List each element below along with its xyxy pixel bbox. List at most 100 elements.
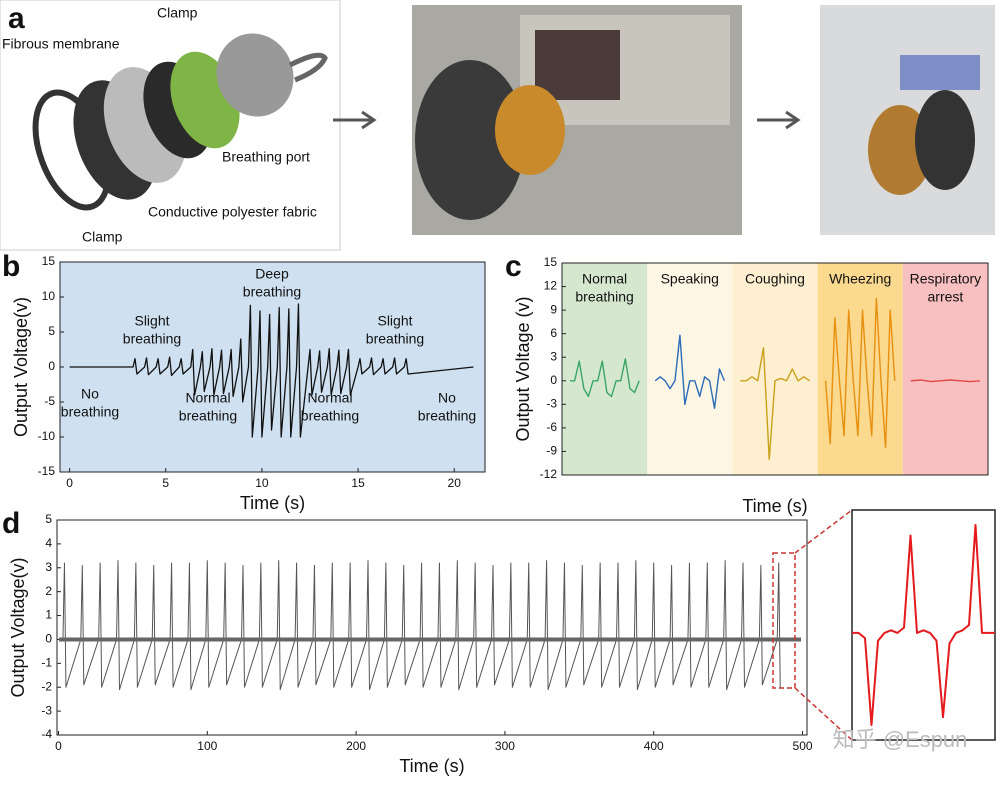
filter — [495, 85, 565, 175]
zoom-connector — [794, 509, 853, 554]
panel-label: a — [8, 2, 25, 35]
y-tick-label: 5 — [45, 512, 52, 526]
annotation: Normal — [185, 390, 230, 406]
plot-frame — [561, 262, 989, 476]
y-tick-label: 3 — [550, 349, 557, 363]
annotation: breathing — [123, 331, 181, 347]
panel-label: d — [2, 507, 20, 540]
annotation: Wheezing — [829, 271, 891, 287]
x-tick-label: 0 — [66, 476, 73, 490]
panel-label: c — [505, 250, 522, 283]
screen — [535, 30, 620, 100]
x-tick-label: 5 — [162, 476, 169, 490]
annotation: Respiratory — [910, 271, 982, 287]
x-tick-label: 200 — [346, 739, 366, 753]
y-tick-label: -15 — [38, 464, 56, 478]
mask — [915, 90, 975, 190]
y-tick-label: -3 — [546, 397, 557, 411]
y-tick-label: -10 — [38, 429, 56, 443]
plot-background — [57, 520, 807, 735]
segment-background — [647, 263, 733, 475]
y-tick-label: 10 — [42, 289, 56, 303]
annotation: breathing — [575, 289, 633, 305]
annotation: Slight — [377, 313, 412, 329]
panel-label: b — [2, 250, 20, 283]
y-tick-label: -3 — [41, 703, 52, 717]
y-tick-label: -1 — [41, 656, 52, 670]
arrow — [757, 110, 801, 130]
diagram-label: Fibrous membrane — [2, 36, 120, 52]
diagram-label: Breathing port — [222, 149, 310, 165]
diagram-label: Conductive polyester fabric — [148, 204, 317, 220]
privacy-mask — [900, 55, 980, 90]
signal-line — [910, 379, 981, 383]
signal-line — [852, 524, 995, 726]
y-tick-label: 0 — [45, 632, 52, 646]
signal-line — [570, 358, 640, 398]
y-tick-label: -6 — [546, 420, 557, 434]
y-axis-label: Output Voltage(v) — [8, 557, 28, 697]
x-tick-label: 400 — [644, 739, 664, 753]
x-tick-label: 0 — [55, 739, 62, 753]
x-tick-label: 20 — [448, 476, 462, 490]
annotation: No — [81, 386, 99, 402]
y-tick-label: 2 — [45, 584, 52, 598]
annotation: breathing — [301, 408, 359, 424]
watermark: 知乎 @Espun — [833, 727, 968, 752]
segment-background — [562, 263, 648, 475]
y-tick-label: 3 — [45, 560, 52, 574]
diagram-label: Clamp — [82, 229, 123, 245]
plot-frame — [59, 261, 486, 473]
annotation: Coughing — [745, 271, 805, 287]
x-axis-label: Time (s) — [240, 493, 305, 513]
y-tick-label: -4 — [41, 727, 52, 741]
y-tick-label: 9 — [550, 302, 557, 316]
annotation: breathing — [366, 331, 424, 347]
y-tick-label: -9 — [546, 444, 557, 458]
annotation: Slight — [134, 313, 169, 329]
x-tick-label: 15 — [351, 476, 365, 490]
y-tick-label: 6 — [550, 326, 557, 340]
arrow — [333, 110, 377, 130]
y-axis-label: Output Voltage (v) — [513, 296, 533, 441]
y-tick-label: 0 — [550, 373, 557, 387]
y-tick-label: 1 — [45, 608, 52, 622]
annotation: breathing — [179, 408, 237, 424]
signal-line — [654, 334, 726, 409]
signal-line — [740, 347, 810, 460]
diagram-label: Clamp — [157, 5, 198, 21]
mask-body — [216, 33, 294, 117]
annotation: arrest — [928, 289, 964, 305]
y-tick-label: -5 — [44, 394, 55, 408]
mask — [415, 60, 525, 220]
annotation: Deep — [255, 266, 289, 282]
zoom-box — [772, 552, 796, 689]
x-tick-label: 300 — [495, 739, 515, 753]
y-axis-label: Output Voltage(v) — [11, 297, 31, 437]
y-tick-label: -2 — [41, 679, 52, 693]
signal-line — [824, 297, 896, 449]
x-axis-label: Time (s) — [399, 756, 464, 776]
annotation: Speaking — [661, 271, 719, 287]
annotation: breathing — [418, 408, 476, 424]
segment-background — [732, 263, 818, 475]
x-axis-label: Time (s) — [742, 496, 807, 516]
annotation: Normal — [307, 390, 352, 406]
signal-line — [69, 303, 474, 438]
annotation: Normal — [582, 271, 627, 287]
y-tick-label: 15 — [544, 255, 558, 269]
annotation: breathing — [61, 404, 119, 420]
strap — [288, 52, 328, 83]
signal-line — [62, 560, 781, 691]
x-tick-label: 100 — [197, 739, 217, 753]
y-tick-label: 0 — [48, 359, 55, 373]
annotation: breathing — [243, 284, 301, 300]
zoom-connector — [794, 687, 853, 741]
plot-frame — [56, 519, 808, 736]
y-tick-label: 5 — [48, 324, 55, 338]
y-tick-label: 15 — [42, 254, 56, 268]
x-tick-label: 500 — [793, 739, 813, 753]
annotation: No — [438, 390, 456, 406]
y-tick-label: -12 — [540, 467, 558, 481]
